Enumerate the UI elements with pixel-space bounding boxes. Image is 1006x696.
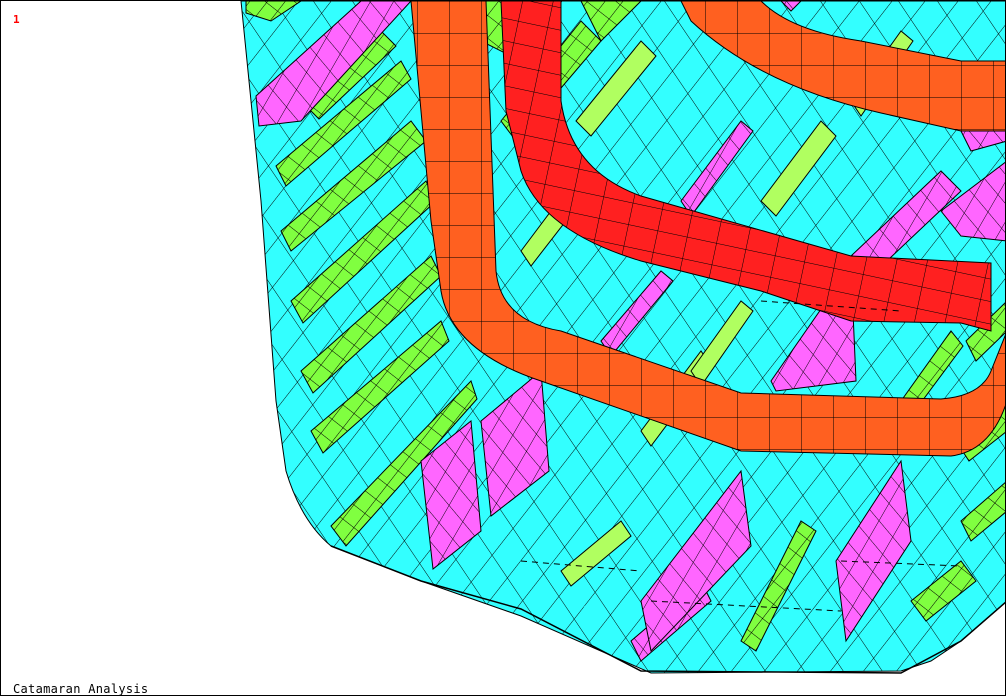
orange-girder-upper xyxy=(680,1,1005,132)
hull-edge-line xyxy=(330,545,1005,674)
orange-girder-lower xyxy=(410,1,1005,457)
hidden-edges xyxy=(520,300,962,612)
red-girder xyxy=(500,1,992,332)
window-number-label: 1 xyxy=(13,13,20,26)
plot-title: Catamaran Analysis xyxy=(13,682,149,696)
